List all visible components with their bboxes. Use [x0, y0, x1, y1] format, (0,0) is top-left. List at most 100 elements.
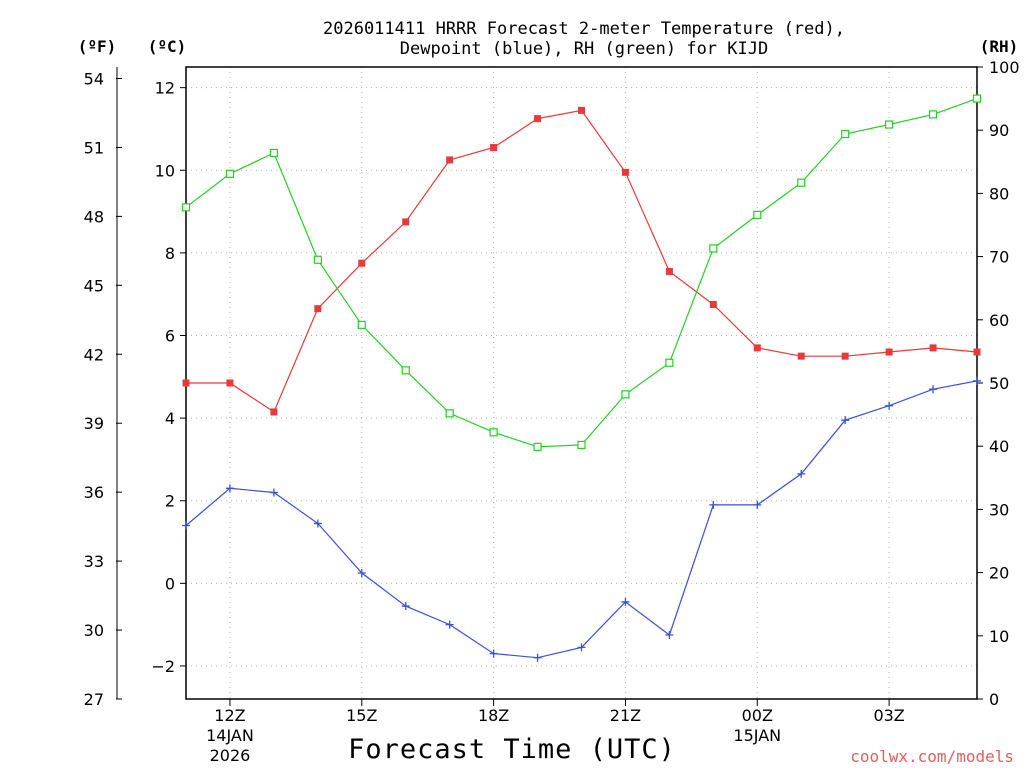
rh-tick-label: 50 [989, 374, 1009, 393]
dewpoint-point [533, 653, 542, 662]
temperature-point [885, 348, 893, 356]
temperature-point [226, 379, 234, 387]
fahrenheit-tick-label: 48 [84, 207, 104, 226]
temperature-point [578, 106, 585, 114]
temperature-point [358, 259, 366, 267]
celsius-tick-label: 10 [155, 161, 175, 180]
fahrenheit-tick-label: 54 [84, 69, 104, 88]
dewpoint-line [185, 380, 978, 659]
rh-point [269, 148, 278, 158]
rh-point [577, 440, 586, 450]
dewpoint-point [577, 643, 586, 652]
dewpoint-point [841, 416, 850, 425]
rh-unit-label: (RH) [980, 37, 1019, 56]
celsius-tick-label: −2 [151, 657, 175, 676]
fahrenheit-tick-label: 33 [84, 552, 104, 571]
rh-point [753, 210, 762, 219]
x-date-label: 14JAN [206, 726, 254, 745]
rh-tick-label: 70 [989, 248, 1009, 267]
temperature-point [709, 301, 717, 309]
dewpoint-point [489, 649, 498, 658]
celsius-tick-label: 0 [165, 574, 175, 593]
dewpoint-point [885, 401, 894, 410]
dewpoint-point [709, 500, 718, 509]
temperature-point [270, 408, 278, 416]
dewpoint-point [225, 484, 234, 493]
fahrenheit-tick-label: 51 [84, 138, 104, 157]
rh-point [357, 320, 366, 329]
temperature-point [402, 218, 410, 226]
chart-title-line2: Dewpoint (blue), RH (green) for KIJD [400, 39, 768, 59]
rh-point [489, 428, 498, 437]
x-tick-label: 18Z [478, 706, 509, 725]
dewpoint-point [753, 500, 762, 509]
axes: 27 30 33 36 39 42 45 48 51 54 −2 0 2 4 6 8 10 12 0 10 20 30 40… [84, 58, 1020, 765]
rh-tick-label: 0 [989, 690, 999, 709]
celsius-tick-label: 8 [165, 244, 175, 263]
celsius-unit-label: (ºC) [148, 37, 187, 56]
dewpoint-point [269, 488, 278, 497]
celsius-tick-label: 2 [165, 492, 175, 511]
dewpoint-point [313, 519, 322, 528]
temperature-point [841, 352, 849, 360]
rh-tick-label: 60 [989, 311, 1009, 330]
dewpoint-point [445, 620, 454, 629]
rh-point [401, 366, 410, 375]
fahrenheit-tick-label: 30 [84, 621, 104, 640]
rh-point [709, 244, 718, 253]
rh-tick-label: 20 [989, 564, 1009, 583]
chart-title-line1: 2026011411 HRRR Forecast 2-meter Tempera… [323, 19, 845, 39]
rh-tick-label: 100 [989, 58, 1020, 77]
x-tick-label: 15Z [346, 706, 377, 725]
rh-point [533, 442, 542, 451]
dewpoint-point [621, 597, 630, 606]
rh-point [972, 94, 982, 103]
x-date-label: 15JAN [733, 726, 781, 745]
temperature-point [446, 156, 454, 164]
dewpoint-point [665, 630, 674, 639]
fahrenheit-tick-label: 27 [84, 690, 104, 709]
rh-line [185, 98, 978, 448]
temperature-point [490, 144, 498, 152]
dewpoint-point [973, 376, 981, 385]
rh-tick-label: 80 [989, 184, 1009, 203]
plot-frame [185, 66, 978, 700]
credit-text: coolwx.com/models [850, 747, 1014, 766]
rh-point [665, 358, 674, 367]
rh-point [841, 129, 850, 139]
temperature-point [182, 379, 190, 387]
x-tick-label: 21Z [610, 706, 641, 725]
dewpoint-point [357, 569, 366, 578]
fahrenheit-tick-label: 42 [84, 345, 104, 364]
rh-point [181, 203, 191, 212]
grid-lines [186, 67, 977, 699]
rh-point [928, 110, 938, 119]
rh-point [621, 390, 630, 399]
rh-point [885, 120, 894, 129]
rh-point [445, 409, 454, 418]
temperature-point [929, 344, 937, 352]
rh-tick-label: 90 [989, 121, 1009, 140]
temperature-point [534, 115, 542, 123]
rh-point [313, 255, 322, 264]
rh-tick-label: 10 [989, 627, 1009, 646]
temperature-point [797, 352, 805, 360]
fahrenheit-tick-label: 39 [84, 414, 104, 433]
celsius-tick-label: 12 [155, 79, 175, 98]
dewpoint-point [401, 602, 410, 611]
temperature-point [314, 305, 322, 313]
rh-point [797, 178, 806, 187]
x-tick-label: 12Z [214, 706, 245, 725]
fahrenheit-tick-label: 45 [84, 276, 104, 295]
dewpoint-point [797, 469, 806, 478]
x-tick-label: 03Z [873, 706, 904, 725]
rh-point [225, 169, 235, 178]
temperature-point [665, 267, 673, 275]
temperature-point [753, 344, 761, 352]
temperature-point [621, 168, 629, 176]
celsius-tick-label: 4 [165, 409, 175, 428]
x-year-label: 2026 [210, 746, 251, 765]
rh-tick-label: 40 [989, 437, 1009, 456]
rh-tick-label: 30 [989, 500, 1009, 519]
